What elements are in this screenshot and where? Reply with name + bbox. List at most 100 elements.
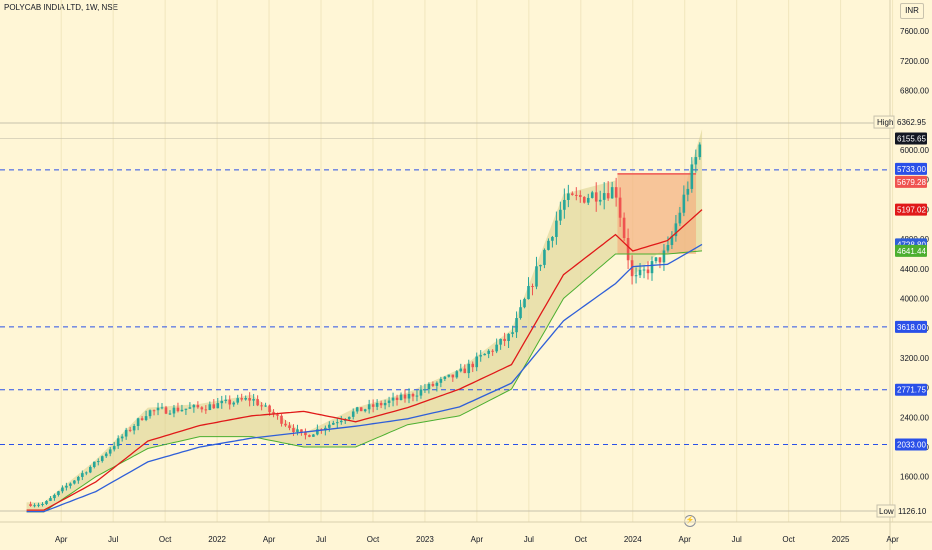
candle-body	[49, 498, 52, 501]
candle-body	[407, 393, 411, 399]
candle-body	[228, 399, 232, 405]
candle-body	[423, 389, 427, 391]
candle-body	[555, 220, 558, 237]
candle-body	[212, 404, 216, 409]
candle-body	[495, 344, 498, 352]
candle-body	[598, 199, 602, 202]
candle-body	[347, 416, 351, 420]
candle-body	[594, 192, 598, 202]
candle-body	[646, 269, 650, 274]
candle-body	[81, 473, 84, 477]
candle-body	[642, 269, 646, 271]
candle-body	[284, 423, 287, 426]
candle-body	[148, 410, 152, 417]
candle-body	[100, 456, 104, 462]
candle-body	[248, 398, 251, 401]
candle-body	[316, 429, 319, 435]
candle-body	[399, 394, 403, 401]
candle-body	[312, 434, 315, 437]
candle-body	[383, 402, 387, 406]
candle-body	[367, 404, 371, 410]
candle-body	[112, 446, 116, 450]
candle-body	[443, 376, 447, 380]
candle-body	[260, 405, 263, 407]
candle-body	[626, 238, 630, 261]
candle-body	[276, 414, 279, 416]
level-3618-label-bg	[895, 320, 927, 333]
candle-body	[120, 436, 124, 439]
candle-body	[304, 432, 307, 436]
x-tick-label: Apr	[263, 535, 276, 544]
x-tick-label: 2024	[624, 535, 642, 544]
candle-body	[29, 504, 32, 506]
candle-body	[224, 399, 228, 401]
candle-body	[586, 197, 590, 203]
candle-body	[543, 249, 546, 265]
level-2771-label: 2771.75	[897, 386, 926, 395]
y-tick-label: 7600.00	[900, 27, 929, 36]
candle-body	[698, 144, 702, 158]
candle-body	[471, 363, 475, 368]
candle-body	[192, 405, 196, 408]
candle-body	[264, 405, 267, 407]
candle-body	[491, 350, 494, 352]
candle-body	[172, 407, 176, 414]
y-tick-label: 6000.00	[900, 146, 929, 155]
currency-button[interactable]: INR	[900, 3, 924, 19]
y-tick-label: 4400.00	[900, 265, 929, 274]
x-tick-label: Jul	[524, 535, 534, 544]
last-price-label: 6155.65	[897, 134, 926, 143]
candle-body	[415, 395, 419, 397]
candle-body	[519, 307, 522, 319]
candle-body	[638, 269, 642, 276]
candle-body	[104, 453, 108, 457]
cloud-fill	[26, 129, 703, 512]
candle-body	[567, 193, 570, 200]
candle-body	[65, 485, 68, 488]
candles	[29, 142, 702, 508]
x-tick-label: Jul	[732, 535, 742, 544]
candle-body	[479, 355, 483, 357]
level-5733-label-bg	[895, 162, 927, 175]
candle-body	[674, 223, 678, 237]
candle-body	[45, 500, 48, 505]
candle-body	[53, 494, 56, 499]
candle-body	[618, 197, 622, 218]
candle-body	[272, 412, 275, 415]
candle-body	[292, 428, 295, 432]
candle-body	[375, 402, 379, 407]
level-5733-label: 5733.00	[897, 165, 926, 174]
candle-body	[527, 286, 530, 300]
candle-body	[455, 371, 459, 378]
candle-body	[499, 338, 502, 345]
target-label: 5679.28	[897, 178, 926, 187]
candle-body	[666, 244, 670, 251]
candle-body	[33, 505, 36, 507]
x-tick-label: Oct	[367, 535, 380, 544]
candle-body	[288, 425, 291, 429]
candle-body	[690, 164, 694, 189]
candle-body	[590, 192, 594, 198]
candle-body	[132, 426, 136, 431]
high-label: High	[877, 118, 893, 127]
x-tick-label: Jul	[108, 535, 118, 544]
candle-body	[539, 264, 542, 267]
x-tick-label: Jul	[316, 535, 326, 544]
x-tick-label: 2025	[832, 535, 850, 544]
candle-body	[483, 353, 486, 356]
candle-body	[351, 411, 355, 417]
candle-body	[387, 400, 391, 403]
candle-body	[571, 193, 574, 195]
x-tick-label: Apr	[471, 535, 484, 544]
candle-body	[240, 398, 243, 400]
candle-body	[658, 257, 662, 263]
candle-body	[252, 399, 255, 401]
candle-body	[164, 407, 168, 414]
candle-body	[379, 402, 383, 406]
candle-body	[531, 286, 534, 288]
candle-body	[451, 374, 455, 378]
candle-body	[559, 209, 562, 221]
candle-body	[487, 350, 490, 354]
candle-body	[124, 429, 128, 437]
